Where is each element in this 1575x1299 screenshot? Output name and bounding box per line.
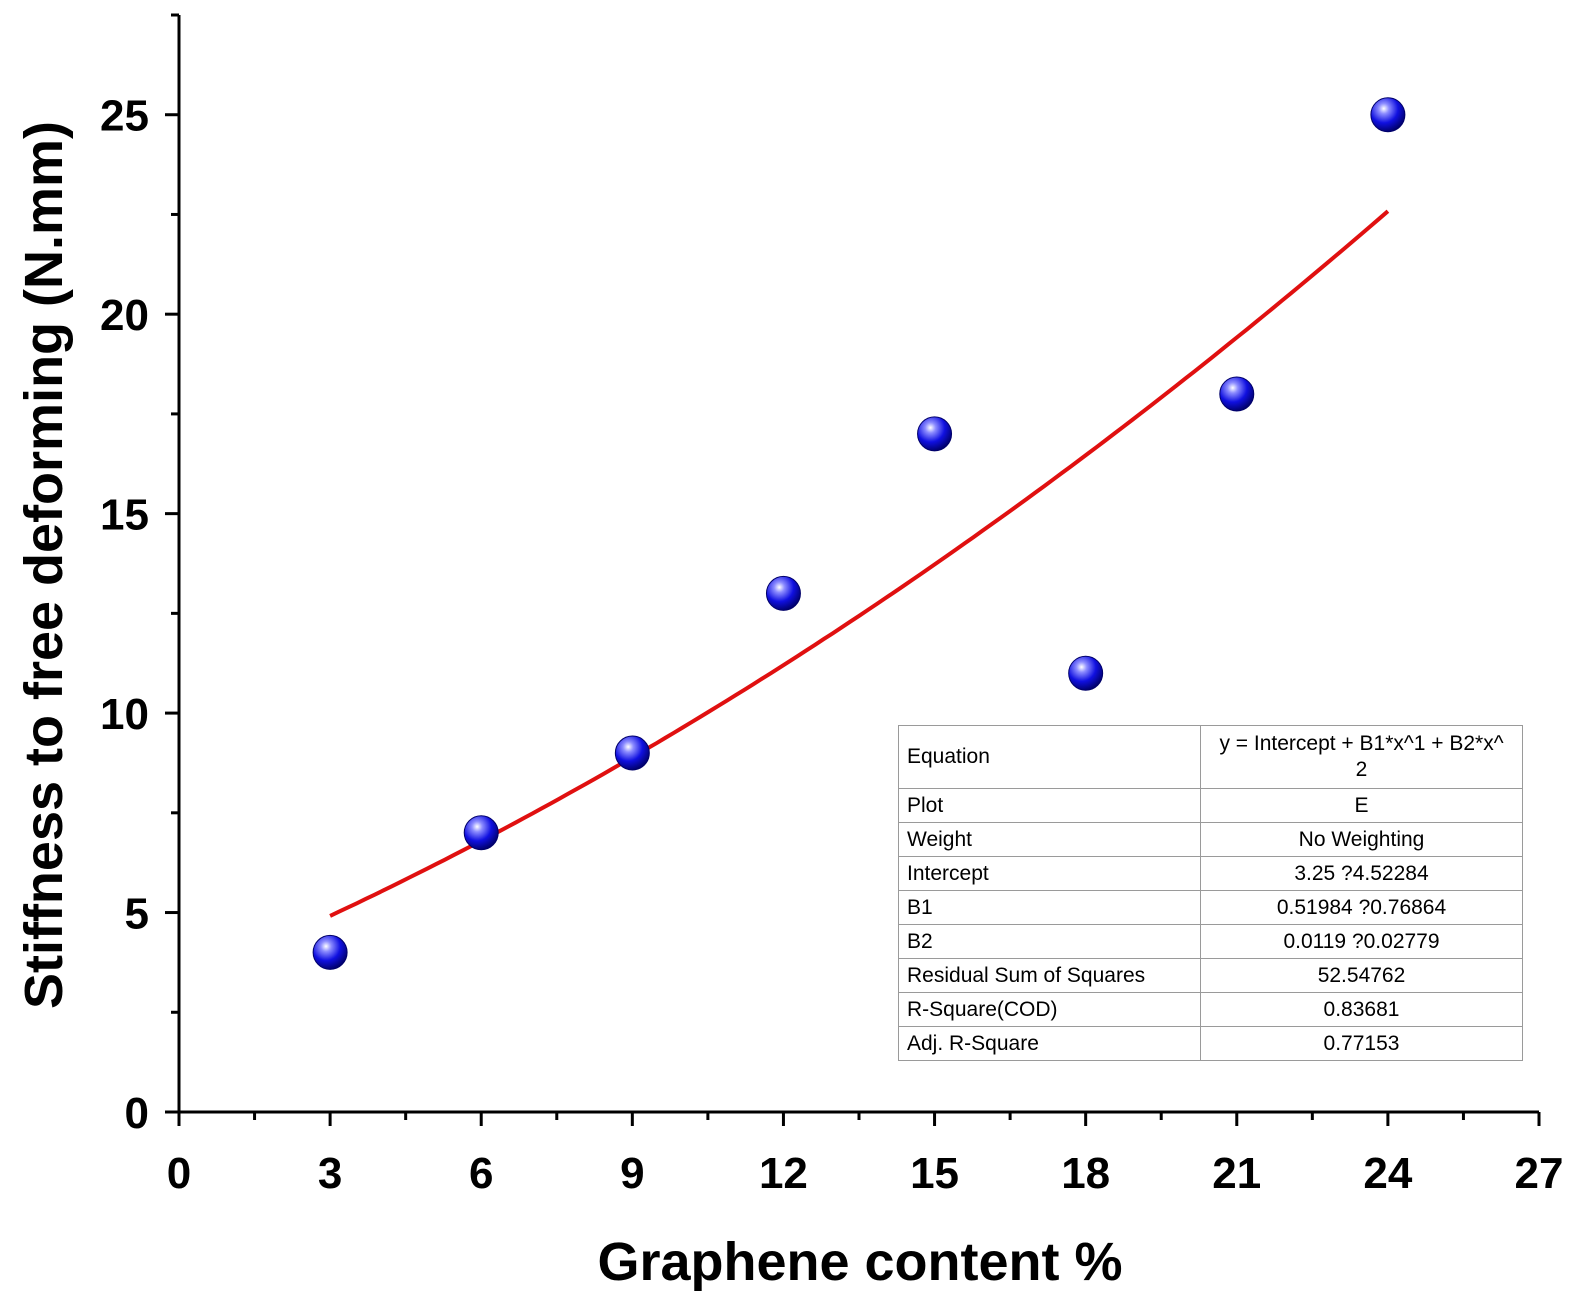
fit-row-adj-r-square: Adj. R-Square 0.77153 <box>898 1026 1523 1061</box>
x-tick-label: 24 <box>1363 1149 1412 1198</box>
fit-key: Plot <box>898 788 1201 823</box>
data-point <box>312 934 348 970</box>
data-points <box>312 97 1406 970</box>
fit-curve <box>329 209 1390 918</box>
fit-value: No Weighting <box>1200 822 1523 857</box>
ticks: 0 3 6 9 12 15 18 21 24 27 0 5 10 15 20 25 <box>100 13 1564 1198</box>
fit-value: 0.0119 ?0.02779 <box>1200 924 1523 959</box>
fit-key: R-Square(COD) <box>898 992 1201 1027</box>
fit-value-line-1: y = Intercept + B1*x^1 + B2*x^ <box>1219 732 1504 755</box>
fit-results-table: Equation y = Intercept + B1*x^1 + B2*x^ … <box>898 725 1523 1061</box>
x-tick-label: 15 <box>910 1149 959 1198</box>
data-point <box>614 735 650 771</box>
x-axis-title: Graphene content % <box>597 1232 1122 1292</box>
y-tick-label: 15 <box>100 491 149 540</box>
x-tick-label: 12 <box>759 1149 808 1198</box>
fit-key: B1 <box>898 890 1201 925</box>
fit-row-b2: B2 0.0119 ?0.02779 <box>898 924 1523 959</box>
fit-value: 0.77153 <box>1200 1026 1523 1061</box>
data-point <box>917 416 953 452</box>
fit-value: 52.54762 <box>1200 958 1523 993</box>
fit-row-equation: Equation y = Intercept + B1*x^1 + B2*x^ … <box>898 725 1523 789</box>
fit-row-b1: B1 0.51984 ?0.76864 <box>898 890 1523 925</box>
fit-key: Adj. R-Square <box>898 1026 1201 1061</box>
data-point <box>463 815 499 851</box>
data-point <box>1219 376 1255 412</box>
y-tick-label: 20 <box>100 291 149 340</box>
fit-key: Equation <box>898 725 1201 789</box>
fit-row-r-square: R-Square(COD) 0.83681 <box>898 992 1523 1027</box>
fit-row-intercept: Intercept 3.25 ?4.52284 <box>898 856 1523 891</box>
fit-value: 3.25 ?4.52284 <box>1200 856 1523 891</box>
fit-row-weight: Weight No Weighting <box>898 822 1523 857</box>
fit-key: B2 <box>898 924 1201 959</box>
y-tick-label: 25 <box>100 92 149 141</box>
x-tick-label: 27 <box>1515 1149 1564 1198</box>
fit-value: y = Intercept + B1*x^1 + B2*x^ 2 <box>1200 725 1523 789</box>
x-tick-label: 9 <box>620 1149 644 1198</box>
x-tick-label: 6 <box>469 1149 493 1198</box>
fit-value: 0.83681 <box>1200 992 1523 1027</box>
fit-key: Residual Sum of Squares <box>898 958 1201 993</box>
data-point <box>765 575 801 611</box>
x-tick-label: 3 <box>318 1149 342 1198</box>
y-tick-label: 5 <box>125 890 149 939</box>
data-point <box>1370 97 1406 133</box>
fit-key: Intercept <box>898 856 1201 891</box>
x-tick-label: 21 <box>1212 1149 1261 1198</box>
fit-curve-group <box>329 209 1390 918</box>
y-tick-label: 10 <box>100 690 149 739</box>
y-axis-title: Stiffness to free deforming (N.mm) <box>14 121 74 1009</box>
x-tick-label: 18 <box>1061 1149 1110 1198</box>
fit-row-rss: Residual Sum of Squares 52.54762 <box>898 958 1523 993</box>
x-tick-label: 0 <box>167 1149 191 1198</box>
y-tick-label: 0 <box>125 1089 149 1138</box>
fit-value: 0.51984 ?0.76864 <box>1200 890 1523 925</box>
fit-value-line-2: 2 <box>1355 758 1368 781</box>
fit-key: Weight <box>898 822 1201 857</box>
fit-row-plot: Plot E <box>898 788 1523 823</box>
data-point <box>1068 655 1104 691</box>
fit-value: E <box>1200 788 1523 823</box>
